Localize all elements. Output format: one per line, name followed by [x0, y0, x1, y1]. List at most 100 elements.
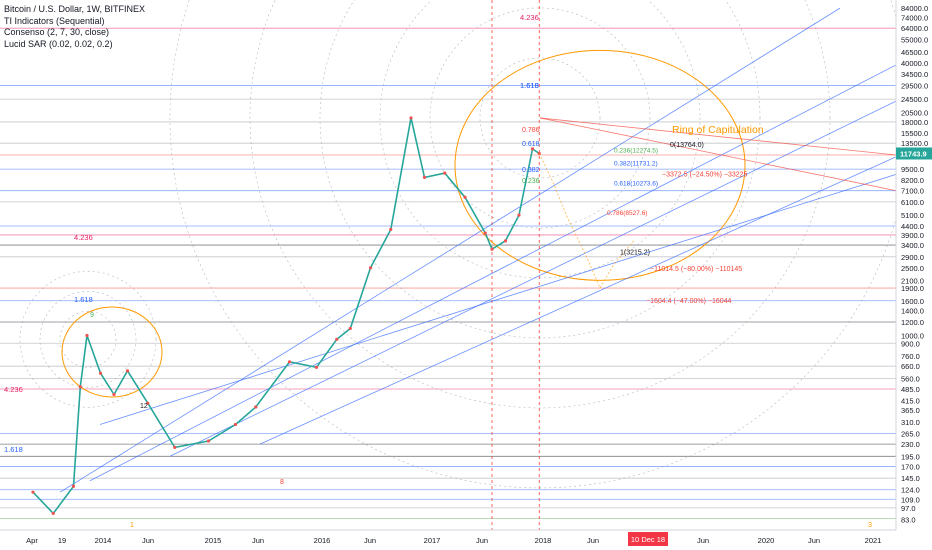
price-tick-label: 3400.0: [901, 241, 924, 250]
price-tick-label: 310.0: [901, 418, 920, 427]
price-tick-label: 18000.0: [901, 118, 928, 127]
price-tick-label: 29500.0: [901, 81, 928, 90]
annotation-label: 1.618: [520, 81, 539, 90]
price-point: [517, 213, 521, 217]
price-tick-label: 265.0: [901, 430, 920, 439]
ring-of-capitulation: [454, 49, 746, 281]
price-tick-label: 124.0: [901, 486, 920, 495]
annotation-label: −11014.5 (−80.00%) −110145: [650, 266, 742, 273]
time-tick-label: Jun: [252, 536, 264, 545]
annotation-label: Ring of Capitulation: [672, 124, 764, 136]
price-point: [409, 116, 413, 120]
price-tick-label: 15500.0: [901, 129, 928, 138]
annotation-label: −3372.5 (−24.50%) −33225: [662, 172, 748, 179]
annotation-label: 4.236: [520, 13, 539, 22]
price-tick-label: 4400.0: [901, 222, 924, 231]
fib-level-label: 1.618: [74, 295, 93, 304]
symbol-title[interactable]: Bitcoin / U.S. Dollar, 1W, BITFINEX: [4, 4, 146, 14]
price-tick-label: 97.0: [901, 504, 916, 513]
price-tick-label: 3900.0: [901, 231, 924, 240]
price-point: [31, 490, 35, 494]
price-tick-label: 24500.0: [901, 95, 928, 104]
price-tick-label: 900.0: [901, 339, 920, 348]
price-tick-label: 83.0: [901, 515, 916, 524]
fib-circle: [429, 7, 651, 229]
annotation-label: 1.618: [520, 81, 539, 90]
price-point: [483, 231, 487, 235]
price-tick-label: 109.0: [901, 495, 920, 504]
annotation-label: 9: [90, 312, 94, 319]
price-tick-label: 2500.0: [901, 264, 924, 273]
trend-line: [99, 172, 901, 425]
price-point: [78, 385, 82, 389]
price-point: [71, 484, 76, 488]
annotation-label: 0.618: [522, 141, 540, 148]
price-tick-label: 55000.0: [901, 35, 928, 44]
annotation-label: 12: [140, 403, 148, 410]
fib-ring: [61, 306, 163, 398]
time-tick-label: 19: [58, 536, 66, 545]
annotation-label: 0.382: [522, 167, 540, 174]
price-tick-label: 1200.0: [901, 318, 924, 327]
crosshair-date-label: 10 Dec 18: [631, 535, 665, 544]
price-point: [233, 422, 238, 427]
fib-drawings: [19, 0, 911, 493]
fib-level-label: 4.236: [4, 385, 23, 394]
price-tick-label: 1900.0: [901, 284, 924, 293]
fib-circle: [59, 310, 117, 368]
time-tick-label: Jun: [364, 536, 376, 545]
price-tick-label: 1400.0: [901, 307, 924, 316]
price-point: [314, 365, 319, 369]
annotation-label: 1(3215.2): [620, 249, 650, 256]
fib-circle: [479, 57, 601, 179]
trend-line: [169, 98, 901, 457]
price-tick-label: 1000.0: [901, 331, 924, 340]
price-tick-label: 760.0: [901, 352, 920, 361]
price-tick-label: 365.0: [901, 406, 920, 415]
trend-line: [89, 62, 901, 482]
indicator-lucid-sar[interactable]: Lucid SAR (0.02, 0.02, 0.2): [4, 38, 113, 49]
fib-level-label: 1.618: [4, 445, 23, 454]
fib-circle: [249, 0, 831, 409]
annotation-label: −1604.4 (−47.00%) −16044: [646, 298, 732, 305]
price-point: [146, 401, 150, 405]
price-point: [287, 360, 292, 364]
price-tick-label: 13500.0: [901, 139, 928, 148]
current-price-label: 11743.9: [900, 149, 927, 158]
current-price-badge: [896, 147, 932, 160]
time-tick-label: 2017: [424, 536, 441, 545]
fib-level-label: 4.236: [74, 233, 93, 242]
price-tick-label: 9500.0: [901, 165, 924, 174]
indicator-sequential[interactable]: TI Indicators (Sequential): [4, 15, 105, 26]
price-point: [463, 195, 467, 199]
fib-circle: [19, 270, 157, 408]
price-tick-label: 8200.0: [901, 176, 924, 185]
time-tick-label: Jun: [476, 536, 488, 545]
projection-path: [538, 153, 635, 290]
time-tick-label: 2014: [95, 536, 112, 545]
price-point: [112, 392, 116, 397]
trend-line: [59, 7, 841, 493]
price-tick-label: 20500.0: [901, 108, 928, 117]
fib-circle: [319, 0, 761, 339]
time-axis[interactable]: Apr 19 2014 Jun 2015 Jun 2016 Jun 2017 Jun 2018 Jun…: [0, 529, 896, 550]
price-point: [443, 171, 447, 175]
indicator-consenso[interactable]: Consenso (2, 7, 30, close): [4, 27, 110, 37]
price-point: [125, 369, 130, 373]
price-tick-label: 145.0: [901, 474, 920, 483]
price-tick-label: 560.0: [901, 374, 920, 383]
price-series: [31, 116, 635, 516]
price-point: [98, 371, 103, 375]
price-point: [254, 405, 258, 409]
annotation-label: 0.786(8527.6): [607, 210, 647, 217]
time-tick-label: Jun: [697, 536, 709, 545]
time-tick-label: 2016: [314, 536, 331, 545]
trend-line: [539, 117, 897, 192]
time-axis-bg: [0, 530, 896, 550]
price-point: [206, 439, 211, 443]
price-tick-label: 74000.0: [901, 13, 928, 22]
